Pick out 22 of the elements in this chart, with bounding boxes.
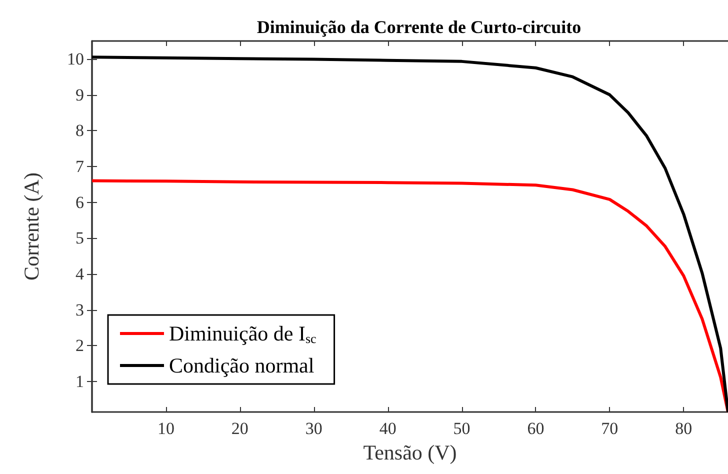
x-tick-label: 20 [231,419,248,438]
chart-title: Diminuição da Corrente de Curto-circuito [256,17,582,37]
y-tick-label: 2 [76,336,84,356]
y-tick-label: 6 [76,192,84,212]
y-tick-label: 1 [76,372,84,392]
x-tick-label: 60 [527,419,544,438]
y-tick-label: 7 [76,156,84,176]
x-axis-title: Tensão (V) [363,440,457,464]
y-axis-title: Corrente (A) [20,172,44,280]
x-tick-label: 10 [157,419,174,438]
y-tick-label: 4 [76,264,84,284]
x-tick-label: 50 [453,419,470,438]
y-tick-label: 5 [76,228,84,248]
y-tick-label: 3 [76,300,84,320]
y-tick-label: 9 [76,85,84,104]
x-tick-label: 80 [675,419,692,438]
y-tick-label: 8 [76,121,84,140]
legend-label: Condição normal [169,354,314,378]
y-tick-label: 10 [67,49,84,68]
x-tick-label: 40 [379,419,396,438]
x-tick-label: 30 [305,419,322,438]
x-tick-label: 70 [601,419,618,438]
